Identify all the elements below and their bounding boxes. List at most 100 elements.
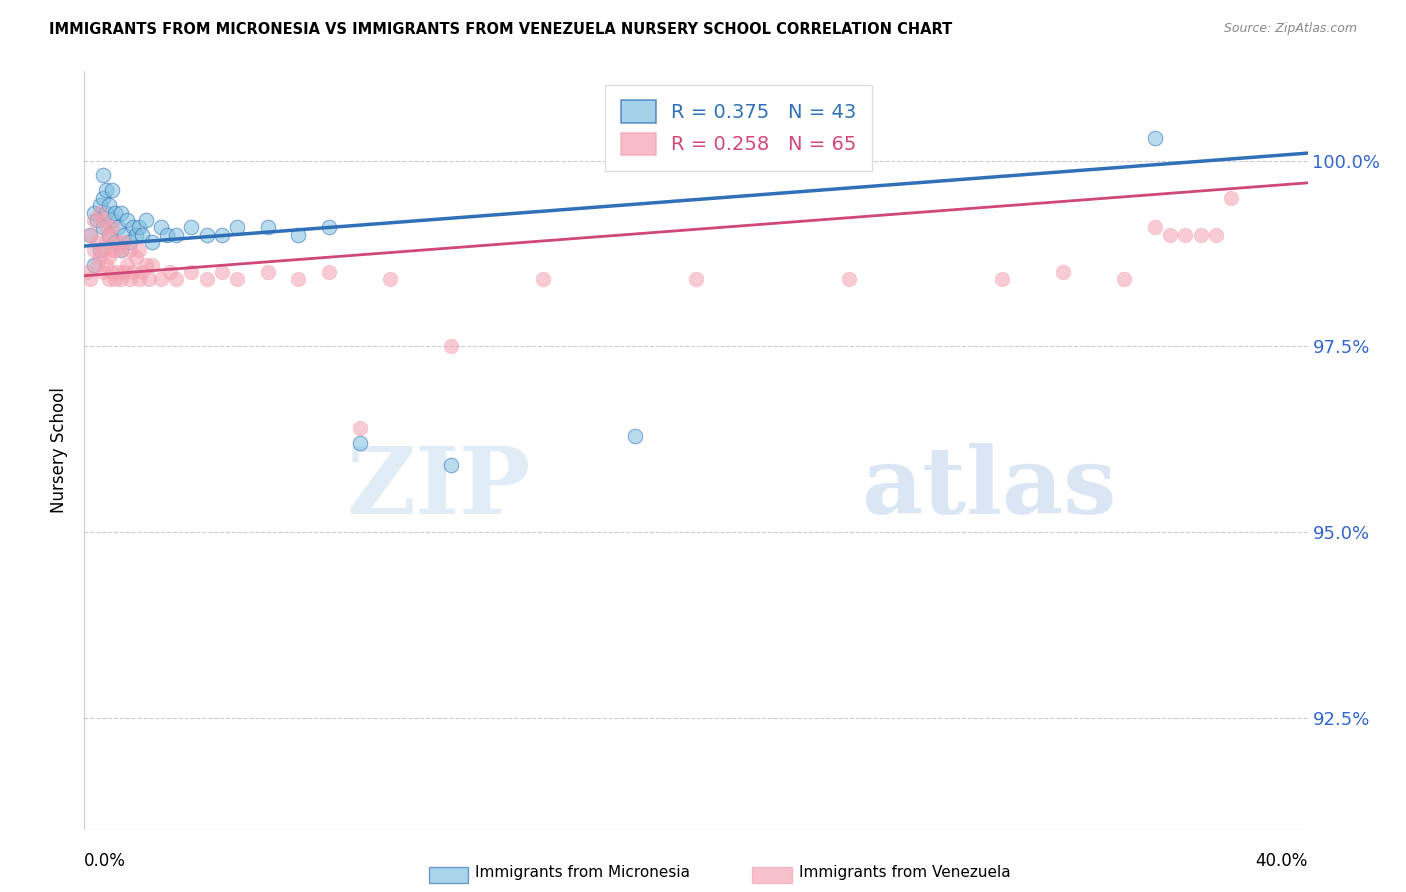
Point [138, 272, 160, 286]
Point [89, 250, 111, 264]
Point [838, 272, 860, 286]
Point [1220, 191, 1243, 205]
Point [83, 258, 105, 272]
Point [76, 265, 98, 279]
Point [94, 258, 117, 272]
Point [380, 272, 402, 286]
Point [122, 265, 145, 279]
Point [86, 235, 108, 250]
Point [110, 272, 132, 286]
Point [101, 213, 124, 227]
Point [91, 191, 114, 205]
Point [101, 243, 124, 257]
Point [131, 265, 153, 279]
Point [122, 220, 145, 235]
Point [128, 272, 150, 286]
Point [110, 243, 132, 257]
Point [107, 235, 129, 250]
Point [149, 272, 172, 286]
Point [195, 227, 218, 242]
Point [89, 205, 111, 219]
Point [94, 235, 117, 250]
Point [97, 198, 120, 212]
Point [97, 227, 120, 242]
Point [94, 220, 117, 235]
Point [91, 169, 114, 183]
Text: ZIP: ZIP [347, 443, 531, 533]
Point [89, 243, 111, 257]
Point [110, 205, 132, 219]
Point [131, 227, 153, 242]
Point [180, 220, 202, 235]
Point [104, 272, 127, 286]
Text: 40.0%: 40.0% [1256, 852, 1308, 870]
Point [287, 227, 309, 242]
Point [141, 258, 163, 272]
Point [115, 213, 138, 227]
Text: IMMIGRANTS FROM MICRONESIA VS IMMIGRANTS FROM VENEZUELA NURSERY SCHOOL CORRELATI: IMMIGRANTS FROM MICRONESIA VS IMMIGRANTS… [49, 22, 952, 37]
Point [991, 272, 1014, 286]
Point [120, 243, 142, 257]
Point [104, 205, 127, 219]
Point [115, 258, 138, 272]
Point [112, 227, 135, 242]
Point [120, 235, 142, 250]
Point [79, 227, 101, 242]
Point [211, 265, 233, 279]
Point [1174, 227, 1197, 242]
Point [1143, 131, 1166, 145]
Point [1114, 272, 1136, 286]
Point [101, 265, 124, 279]
Point [287, 272, 309, 286]
Point [149, 220, 172, 235]
Point [86, 213, 108, 227]
Point [531, 272, 554, 286]
Point [125, 250, 148, 264]
Point [180, 265, 202, 279]
Point [112, 265, 135, 279]
Point [440, 458, 463, 473]
Point [101, 183, 124, 197]
Point [165, 272, 187, 286]
Point [94, 205, 117, 219]
Point [440, 339, 463, 353]
Text: 0.0%: 0.0% [84, 852, 127, 870]
Point [120, 272, 142, 286]
Text: Source: ZipAtlas.com: Source: ZipAtlas.com [1223, 22, 1357, 36]
Point [91, 220, 114, 235]
Point [624, 428, 647, 442]
Point [101, 220, 124, 235]
Point [91, 243, 114, 257]
Point [104, 243, 127, 257]
Point [128, 243, 150, 257]
Point [79, 272, 101, 286]
Point [86, 258, 108, 272]
Point [112, 235, 135, 250]
Point [1143, 220, 1166, 235]
Point [97, 250, 120, 264]
Point [211, 227, 233, 242]
Point [97, 227, 120, 242]
Point [349, 436, 371, 450]
Point [107, 265, 129, 279]
Point [165, 227, 187, 242]
Point [257, 265, 280, 279]
Point [685, 272, 707, 286]
Point [135, 213, 157, 227]
Point [91, 213, 114, 227]
Point [156, 227, 179, 242]
Point [226, 272, 249, 286]
Point [107, 220, 129, 235]
Text: Immigrants from Micronesia: Immigrants from Micronesia [475, 865, 690, 880]
Point [349, 421, 371, 435]
Point [104, 235, 127, 250]
Point [89, 198, 111, 212]
Point [79, 227, 101, 242]
Point [1052, 265, 1074, 279]
Point [159, 265, 181, 279]
Point [97, 272, 120, 286]
Point [141, 235, 163, 250]
Point [125, 227, 148, 242]
Legend: R = 0.375   N = 43, R = 0.258   N = 65: R = 0.375 N = 43, R = 0.258 N = 65 [605, 85, 872, 170]
Y-axis label: Nursery School: Nursery School [51, 387, 69, 514]
